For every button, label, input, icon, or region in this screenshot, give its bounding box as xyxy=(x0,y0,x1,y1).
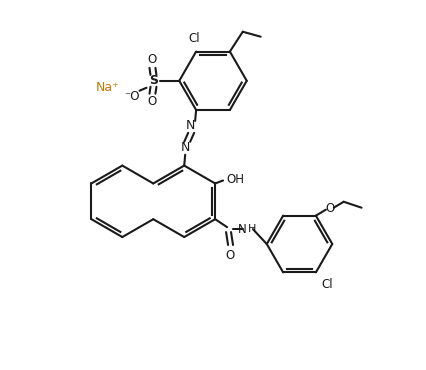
Text: Cl: Cl xyxy=(188,31,200,45)
Text: H: H xyxy=(248,224,256,234)
Text: O: O xyxy=(148,53,157,67)
Text: O: O xyxy=(225,249,235,262)
Text: Cl: Cl xyxy=(322,278,334,291)
Text: N: N xyxy=(238,223,246,236)
Text: Na⁺: Na⁺ xyxy=(96,81,120,94)
Text: S: S xyxy=(149,74,158,87)
Text: N: N xyxy=(181,141,190,154)
Text: ⁻O: ⁻O xyxy=(124,90,139,103)
Text: O: O xyxy=(148,95,157,108)
Text: O: O xyxy=(325,202,334,215)
Text: N: N xyxy=(185,120,195,132)
Text: OH: OH xyxy=(226,173,244,186)
